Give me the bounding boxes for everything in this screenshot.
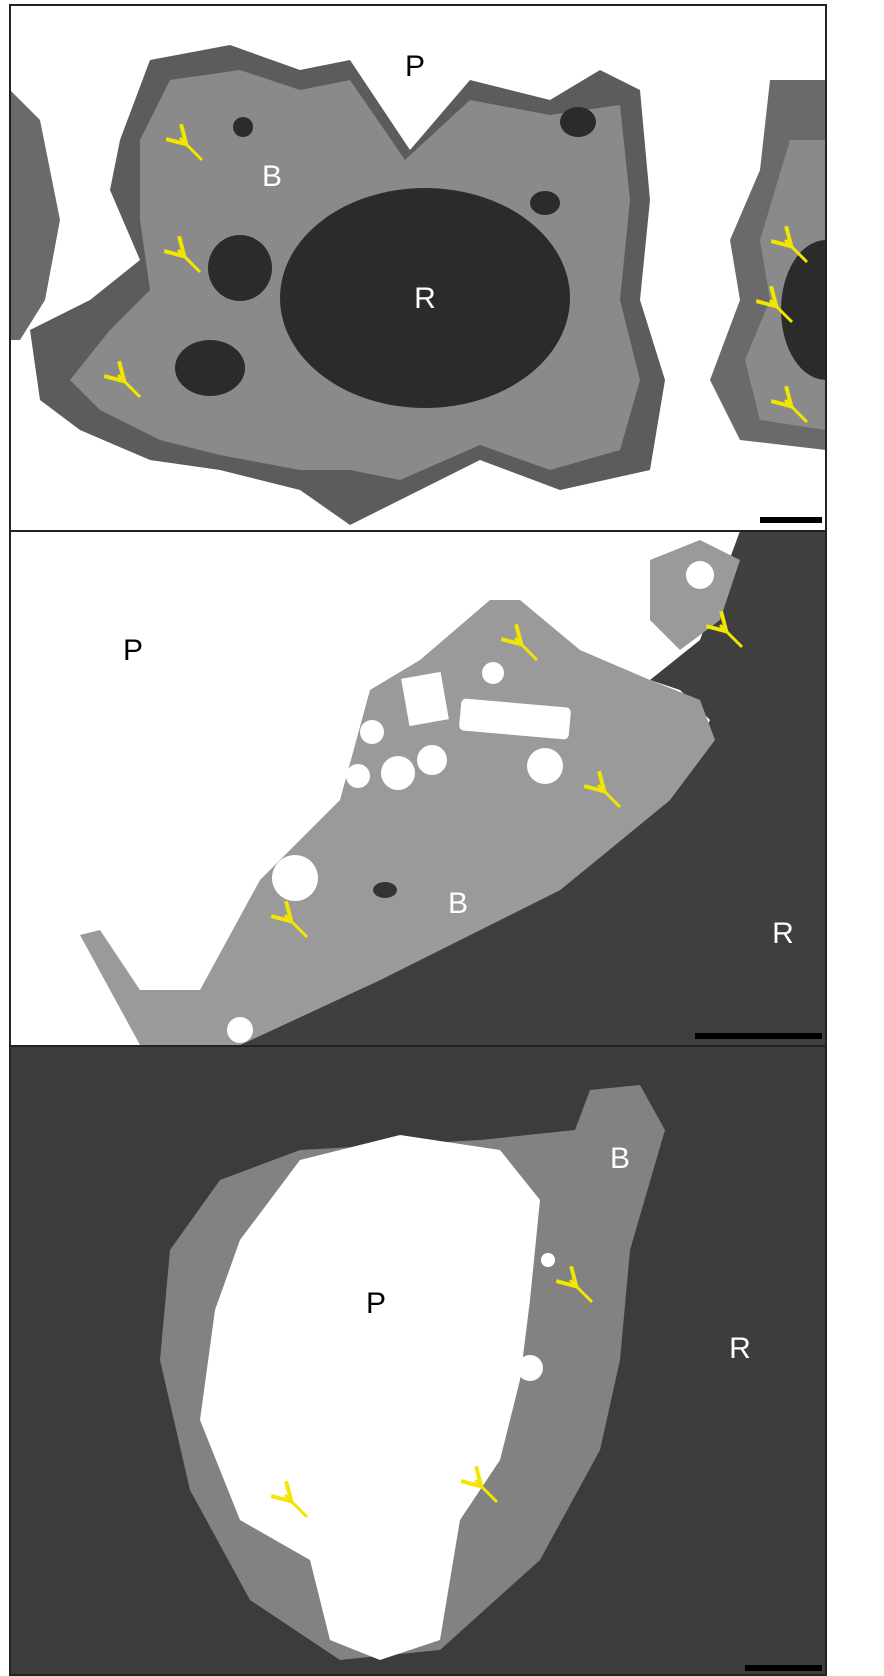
- figure: P B R P B R: [0, 0, 884, 1676]
- panel-label: P: [405, 50, 425, 83]
- panel-label: P: [123, 634, 143, 667]
- panel-label: B: [610, 1142, 630, 1175]
- panel-label: R: [414, 282, 436, 315]
- panel-label: P: [366, 1287, 386, 1320]
- panel-2: P B R: [10, 531, 826, 1045]
- panel-label: B: [448, 887, 468, 920]
- panel-1: P B R: [10, 5, 871, 530]
- page: {"panels": [ {"labels": ["P", "B", "R"]}…: [0, 0, 884, 1676]
- panel-label: R: [729, 1332, 751, 1365]
- panel-3: B P R: [10, 1046, 826, 1676]
- panel-label: B: [262, 160, 282, 193]
- panel-label: R: [772, 917, 794, 950]
